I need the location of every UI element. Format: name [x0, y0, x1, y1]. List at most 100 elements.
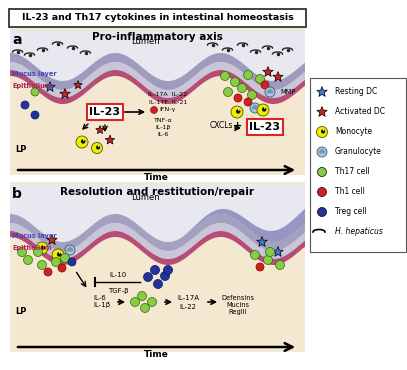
Circle shape	[317, 168, 326, 176]
Text: IL-17A  IL-22: IL-17A IL-22	[149, 92, 188, 98]
Text: Mucus layer: Mucus layer	[12, 71, 57, 77]
Text: Resting DC: Resting DC	[335, 87, 377, 97]
Circle shape	[147, 297, 157, 306]
Circle shape	[244, 98, 252, 106]
Text: IL-17F  IL-21: IL-17F IL-21	[149, 100, 187, 104]
Polygon shape	[10, 184, 305, 242]
Circle shape	[255, 106, 258, 110]
Polygon shape	[96, 125, 104, 134]
Circle shape	[252, 106, 255, 110]
Circle shape	[276, 260, 284, 269]
Polygon shape	[10, 237, 305, 352]
FancyBboxPatch shape	[10, 28, 305, 175]
Circle shape	[70, 248, 74, 252]
Text: Activated DC: Activated DC	[335, 108, 385, 117]
Polygon shape	[10, 214, 305, 251]
Polygon shape	[10, 223, 305, 259]
Circle shape	[319, 150, 322, 154]
Circle shape	[322, 150, 326, 154]
Circle shape	[68, 246, 72, 250]
Text: Th1 cell: Th1 cell	[335, 188, 365, 196]
Text: IL-23: IL-23	[249, 122, 280, 132]
Circle shape	[317, 208, 326, 216]
Polygon shape	[10, 209, 305, 242]
Polygon shape	[10, 53, 305, 90]
Text: TNF-α: TNF-α	[154, 118, 172, 122]
Polygon shape	[105, 135, 115, 144]
Circle shape	[160, 272, 169, 280]
Text: Mucins: Mucins	[227, 302, 249, 308]
Circle shape	[44, 268, 52, 276]
Circle shape	[138, 292, 147, 300]
Text: IL-22: IL-22	[179, 304, 197, 310]
Polygon shape	[45, 81, 55, 91]
Circle shape	[317, 188, 326, 196]
Circle shape	[153, 279, 162, 289]
Circle shape	[37, 260, 46, 269]
Circle shape	[270, 90, 274, 94]
Polygon shape	[10, 70, 305, 104]
Text: Lumen: Lumen	[131, 193, 159, 202]
Text: Granulocyte: Granulocyte	[335, 148, 382, 157]
Circle shape	[320, 148, 324, 152]
Circle shape	[317, 127, 328, 138]
Circle shape	[223, 87, 232, 97]
Text: IL-23: IL-23	[90, 107, 120, 117]
Circle shape	[164, 266, 173, 275]
Polygon shape	[263, 67, 273, 77]
Text: Time: Time	[144, 350, 168, 359]
Text: IL-1β: IL-1β	[93, 302, 110, 308]
Polygon shape	[273, 246, 283, 256]
Circle shape	[238, 84, 247, 92]
Polygon shape	[273, 71, 283, 81]
Circle shape	[236, 109, 241, 114]
Text: Epithelium: Epithelium	[12, 245, 52, 251]
Polygon shape	[10, 30, 305, 81]
Circle shape	[31, 88, 39, 96]
Circle shape	[98, 145, 99, 147]
Circle shape	[230, 77, 239, 87]
Circle shape	[231, 106, 243, 118]
Circle shape	[265, 87, 275, 97]
Text: LP: LP	[15, 145, 26, 155]
Circle shape	[321, 130, 325, 134]
Circle shape	[33, 248, 42, 256]
Circle shape	[92, 142, 103, 154]
Circle shape	[24, 256, 33, 265]
Polygon shape	[317, 107, 327, 117]
Circle shape	[140, 303, 149, 313]
Text: b: b	[12, 187, 22, 201]
Circle shape	[268, 88, 272, 92]
Polygon shape	[257, 236, 267, 246]
Circle shape	[43, 245, 45, 247]
FancyBboxPatch shape	[9, 9, 306, 27]
Text: Monocyte: Monocyte	[335, 128, 372, 137]
Text: RegIII: RegIII	[229, 309, 247, 315]
Circle shape	[41, 245, 46, 250]
Text: CXCLs: CXCLs	[210, 121, 234, 130]
Text: IL-6: IL-6	[93, 295, 106, 301]
Polygon shape	[10, 62, 305, 98]
Circle shape	[323, 129, 324, 131]
Text: Epithelium: Epithelium	[12, 83, 52, 89]
Text: Time: Time	[144, 173, 168, 182]
Text: LP: LP	[15, 307, 26, 316]
Circle shape	[57, 252, 61, 257]
Circle shape	[263, 256, 273, 265]
Circle shape	[250, 250, 260, 259]
Circle shape	[21, 101, 29, 109]
Circle shape	[243, 71, 252, 80]
Circle shape	[31, 111, 39, 119]
Text: IL-17A: IL-17A	[177, 295, 199, 301]
Circle shape	[151, 266, 160, 275]
Text: a: a	[12, 33, 22, 47]
Circle shape	[267, 90, 270, 94]
Text: H. hepaticus: H. hepaticus	[335, 228, 383, 236]
Text: TGF-β: TGF-β	[108, 288, 128, 294]
Circle shape	[61, 253, 70, 262]
Text: Resolution and restitution/repair: Resolution and restitution/repair	[61, 187, 254, 197]
Circle shape	[247, 91, 256, 100]
Circle shape	[36, 242, 48, 254]
Circle shape	[65, 245, 75, 255]
Circle shape	[52, 258, 61, 266]
